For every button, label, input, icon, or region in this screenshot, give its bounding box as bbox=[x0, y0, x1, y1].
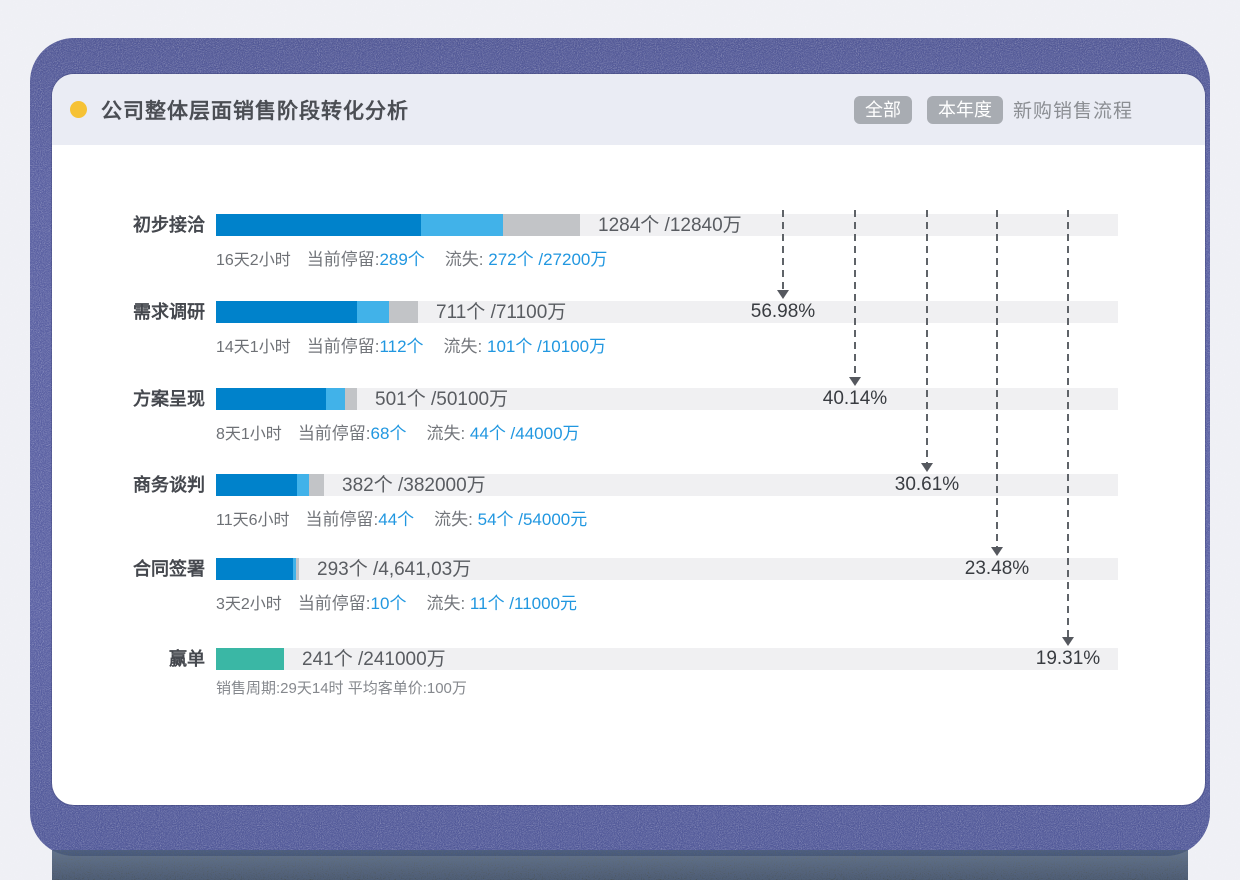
stage-duration: 14天1小时 bbox=[216, 339, 291, 356]
funnel-bar-track: 501个 /50100万 bbox=[216, 388, 1118, 410]
stage-value-label: 241个 /241000万 bbox=[302, 649, 446, 670]
stage-duration: 16天2小时 bbox=[216, 252, 291, 269]
filter-group: 全部 本年度 bbox=[853, 95, 1003, 124]
filter-badge-2[interactable]: 本年度 bbox=[926, 95, 1003, 124]
stage-label: 合同签署 bbox=[133, 559, 205, 579]
stay-label: 当前停留: bbox=[305, 510, 379, 529]
loss-value: 44个 /44000万 bbox=[469, 424, 580, 443]
stage-footer-line: 销售周期:29天14时 平均客单价:100万 bbox=[216, 680, 467, 697]
card-header: 公司整体层面销售阶段转化分析 全部 本年度 新购销售流程 bbox=[52, 74, 1205, 145]
bar-segment-staying bbox=[357, 301, 389, 323]
stage-detail-line: 8天1小时 当前停留:68个 流失: 44个 /44000万 bbox=[216, 424, 580, 444]
sales-flow-label: 新购销售流程 bbox=[1012, 101, 1133, 122]
arrow-down-icon bbox=[921, 463, 933, 472]
stage-label: 方案呈现 bbox=[133, 389, 205, 409]
bar-segment-lost bbox=[503, 214, 580, 236]
page-title: 公司整体层面销售阶段转化分析 bbox=[101, 99, 409, 123]
stage-label: 需求调研 bbox=[133, 302, 205, 322]
analysis-card: 公司整体层面销售阶段转化分析 全部 本年度 新购销售流程 初步接洽 1284个 /… bbox=[52, 74, 1205, 805]
conversion-rate-label: 40.14% bbox=[822, 388, 888, 409]
loss-value: 54个 /54000元 bbox=[477, 510, 588, 529]
stay-value: 44个 bbox=[378, 510, 415, 529]
bar-segment-advanced bbox=[216, 301, 357, 323]
bar-segment-advanced bbox=[216, 558, 293, 580]
bar-segment-advanced bbox=[216, 474, 297, 496]
stage-duration: 8天1小时 bbox=[216, 426, 282, 443]
conversion-arrow-line bbox=[854, 210, 856, 377]
arrow-down-icon bbox=[849, 377, 861, 386]
loss-value: 272个 /27200万 bbox=[488, 250, 608, 269]
bar-segment-advanced bbox=[216, 214, 421, 236]
bullet-dot-icon bbox=[70, 101, 87, 118]
stay-label: 当前停留: bbox=[306, 337, 380, 356]
conversion-rate-label: 19.31% bbox=[1035, 648, 1101, 669]
bar-segment-staying bbox=[421, 214, 503, 236]
arrow-down-icon bbox=[1062, 637, 1074, 646]
arrow-down-icon bbox=[991, 547, 1003, 556]
funnel-bar-track: 1284个 /12840万 bbox=[216, 214, 1118, 236]
bar-segment-advanced bbox=[216, 388, 326, 410]
bar-segment-lost bbox=[296, 558, 299, 580]
stage-label: 商务谈判 bbox=[133, 475, 205, 495]
conversion-arrow-line bbox=[782, 210, 784, 290]
loss-value: 101个 /10100万 bbox=[487, 337, 607, 356]
conversion-arrow-line bbox=[996, 210, 998, 547]
loss-label: 流失: bbox=[434, 510, 478, 529]
funnel-bar-track: 711个 /71100万 bbox=[216, 301, 1118, 323]
bar-segment-staying bbox=[293, 558, 296, 580]
stay-label: 当前停留: bbox=[297, 424, 371, 443]
stage-duration: 3天2小时 bbox=[216, 596, 282, 613]
stage-duration: 11天6小时 bbox=[216, 512, 290, 529]
funnel-bar-track: 293个 /4,641,03万 bbox=[216, 558, 1118, 580]
conversion-rate-label: 23.48% bbox=[964, 558, 1030, 579]
stage-detail-line: 3天2小时 当前停留:10个 流失: 11个 /11000元 bbox=[216, 594, 577, 614]
stay-value: 10个 bbox=[370, 594, 407, 613]
stay-value: 112个 bbox=[379, 337, 424, 356]
filter-badge-1[interactable]: 全部 bbox=[853, 95, 912, 124]
stage-detail-line: 16天2小时 当前停留:289个 流失: 272个 /27200万 bbox=[216, 250, 607, 270]
bottom-noise-band bbox=[52, 850, 1188, 880]
stage-label: 初步接洽 bbox=[133, 215, 205, 235]
bar-segment-advanced bbox=[216, 648, 284, 670]
loss-value: 11个 /11000元 bbox=[469, 594, 578, 613]
conversion-rate-label: 30.61% bbox=[894, 474, 960, 495]
stage-value-label: 382个 /382000万 bbox=[342, 475, 486, 496]
conversion-arrow-line bbox=[1067, 210, 1069, 637]
stage-value-label: 1284个 /12840万 bbox=[598, 215, 742, 236]
stage-detail-line: 14天1小时 当前停留:112个 流失: 101个 /10100万 bbox=[216, 337, 606, 357]
stay-label: 当前停留: bbox=[297, 594, 371, 613]
stay-value: 289个 bbox=[379, 250, 425, 269]
stage-value-label: 293个 /4,641,03万 bbox=[317, 559, 472, 580]
bar-segment-staying bbox=[326, 388, 345, 410]
bar-segment-lost bbox=[309, 474, 324, 496]
loss-label: 流失: bbox=[426, 594, 470, 613]
funnel-bar-track: 382个 /382000万 bbox=[216, 474, 1118, 496]
loss-label: 流失: bbox=[443, 337, 487, 356]
funnel-bar-track: 241个 /241000万 bbox=[216, 648, 1118, 670]
arrow-down-icon bbox=[777, 290, 789, 299]
bar-segment-staying bbox=[297, 474, 309, 496]
funnel-chart: 初步接洽 1284个 /12840万 16天2小时 当前停留:289个 流失: 27… bbox=[52, 145, 1205, 805]
bar-segment-lost bbox=[345, 388, 357, 410]
loss-label: 流失: bbox=[426, 424, 470, 443]
stage-detail-line: 11天6小时 当前停留:44个 流失: 54个 /54000元 bbox=[216, 510, 587, 530]
loss-label: 流失: bbox=[444, 250, 489, 269]
conversion-rate-label: 56.98% bbox=[750, 301, 816, 322]
stage-value-label: 711个 /71100万 bbox=[436, 302, 567, 323]
conversion-arrow-line bbox=[926, 210, 928, 463]
stage-label: 赢单 bbox=[169, 649, 205, 669]
stay-label: 当前停留: bbox=[306, 250, 380, 269]
stage-value-label: 501个 /50100万 bbox=[375, 389, 509, 410]
bar-segment-lost bbox=[389, 301, 418, 323]
stay-value: 68个 bbox=[370, 424, 407, 443]
bottom-band-noise bbox=[52, 850, 1188, 880]
